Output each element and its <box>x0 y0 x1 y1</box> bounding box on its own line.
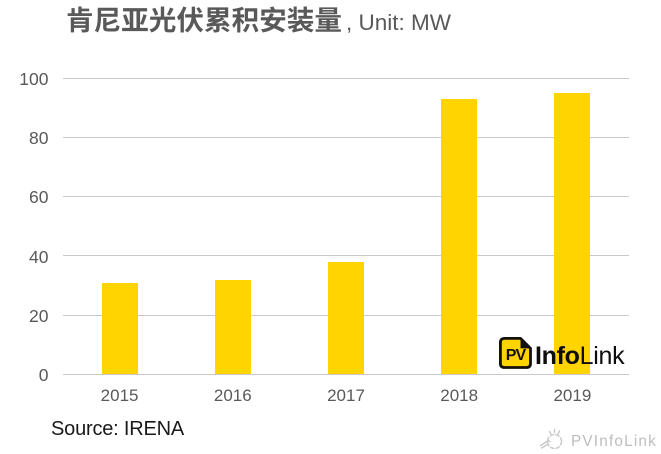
svg-text:PV: PV <box>506 347 527 364</box>
